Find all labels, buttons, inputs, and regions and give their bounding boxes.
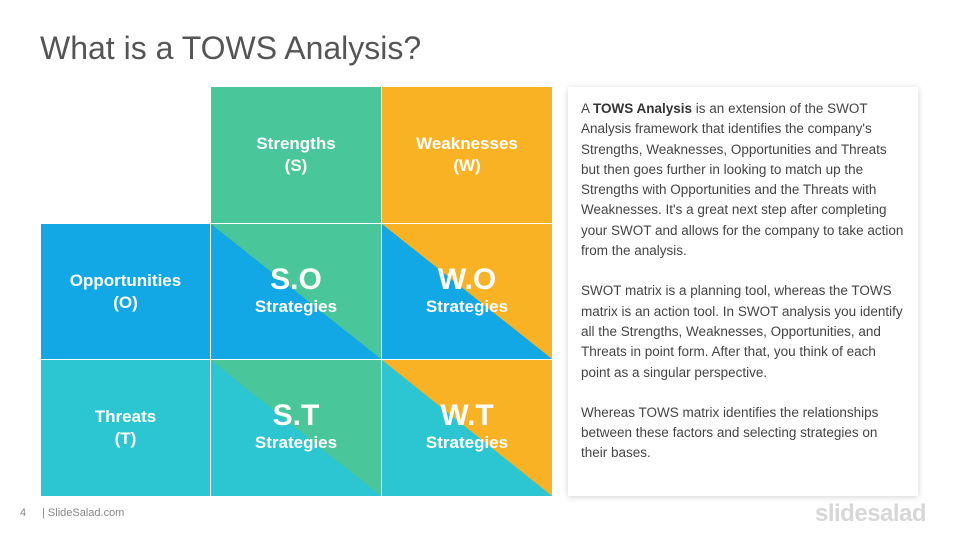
opportunities-header: Opportunities (O) — [41, 224, 210, 359]
wt-strategies-cell: W.T Strategies — [382, 360, 552, 496]
description-paragraph-1: A TOWS Analysis is an extension of the S… — [581, 99, 904, 261]
p1-prefix: A — [581, 101, 594, 116]
opportunities-code: (O) — [113, 292, 138, 312]
wt-sub: Strategies — [425, 433, 509, 452]
weaknesses-label: Weaknesses — [416, 134, 518, 153]
wt-code: W.T — [440, 399, 494, 432]
st-code: S.T — [272, 399, 320, 432]
st-strategies-cell: S.T Strategies — [211, 360, 381, 496]
st-diagonal-shape — [211, 360, 381, 496]
weaknesses-header: Weaknesses (W) — [382, 87, 552, 223]
wo-diagonal-shape — [382, 224, 552, 359]
strengths-label: Strengths — [256, 134, 336, 153]
wo-strategies-cell: W.O Strategies — [382, 224, 552, 359]
so-code: S.O — [270, 262, 322, 296]
description-paragraph-2: SWOT matrix is a planning tool, whereas … — [581, 283, 903, 380]
so-strategies-cell: S.O Strategies — [211, 224, 381, 359]
st-sub: Strategies — [254, 433, 338, 452]
threats-header: Threats (T) — [41, 360, 210, 496]
description-paragraph-3: Whereas TOWS matrix identifies the relat… — [581, 404, 879, 461]
wo-sub: Strategies — [425, 296, 509, 316]
page-title: What is a TOWS Analysis? — [40, 30, 422, 66]
wt-diagonal-shape — [382, 360, 552, 496]
p1-bold: TOWS Analysis — [593, 101, 693, 116]
wo-code: W.O — [437, 262, 497, 296]
footer-site: | SlideSalad.com — [42, 507, 125, 519]
brand-logo: slidesalad — [815, 500, 927, 527]
strengths-code: (S) — [284, 156, 308, 175]
strengths-header: Strengths (S) — [211, 87, 381, 223]
opportunities-label: Opportunities — [69, 270, 182, 290]
so-diagonal-shape — [211, 224, 381, 359]
threats-label: Threats — [94, 407, 157, 426]
weaknesses-code: (W) — [453, 156, 481, 175]
so-sub: Strategies — [254, 296, 338, 316]
p1-rest: is an extension of the SWOT Analysis fra… — [581, 101, 904, 259]
description-panel: A TOWS Analysis is an extension of the S… — [568, 87, 918, 496]
threats-code: (T) — [114, 429, 137, 448]
page-number: 4 — [20, 507, 27, 519]
